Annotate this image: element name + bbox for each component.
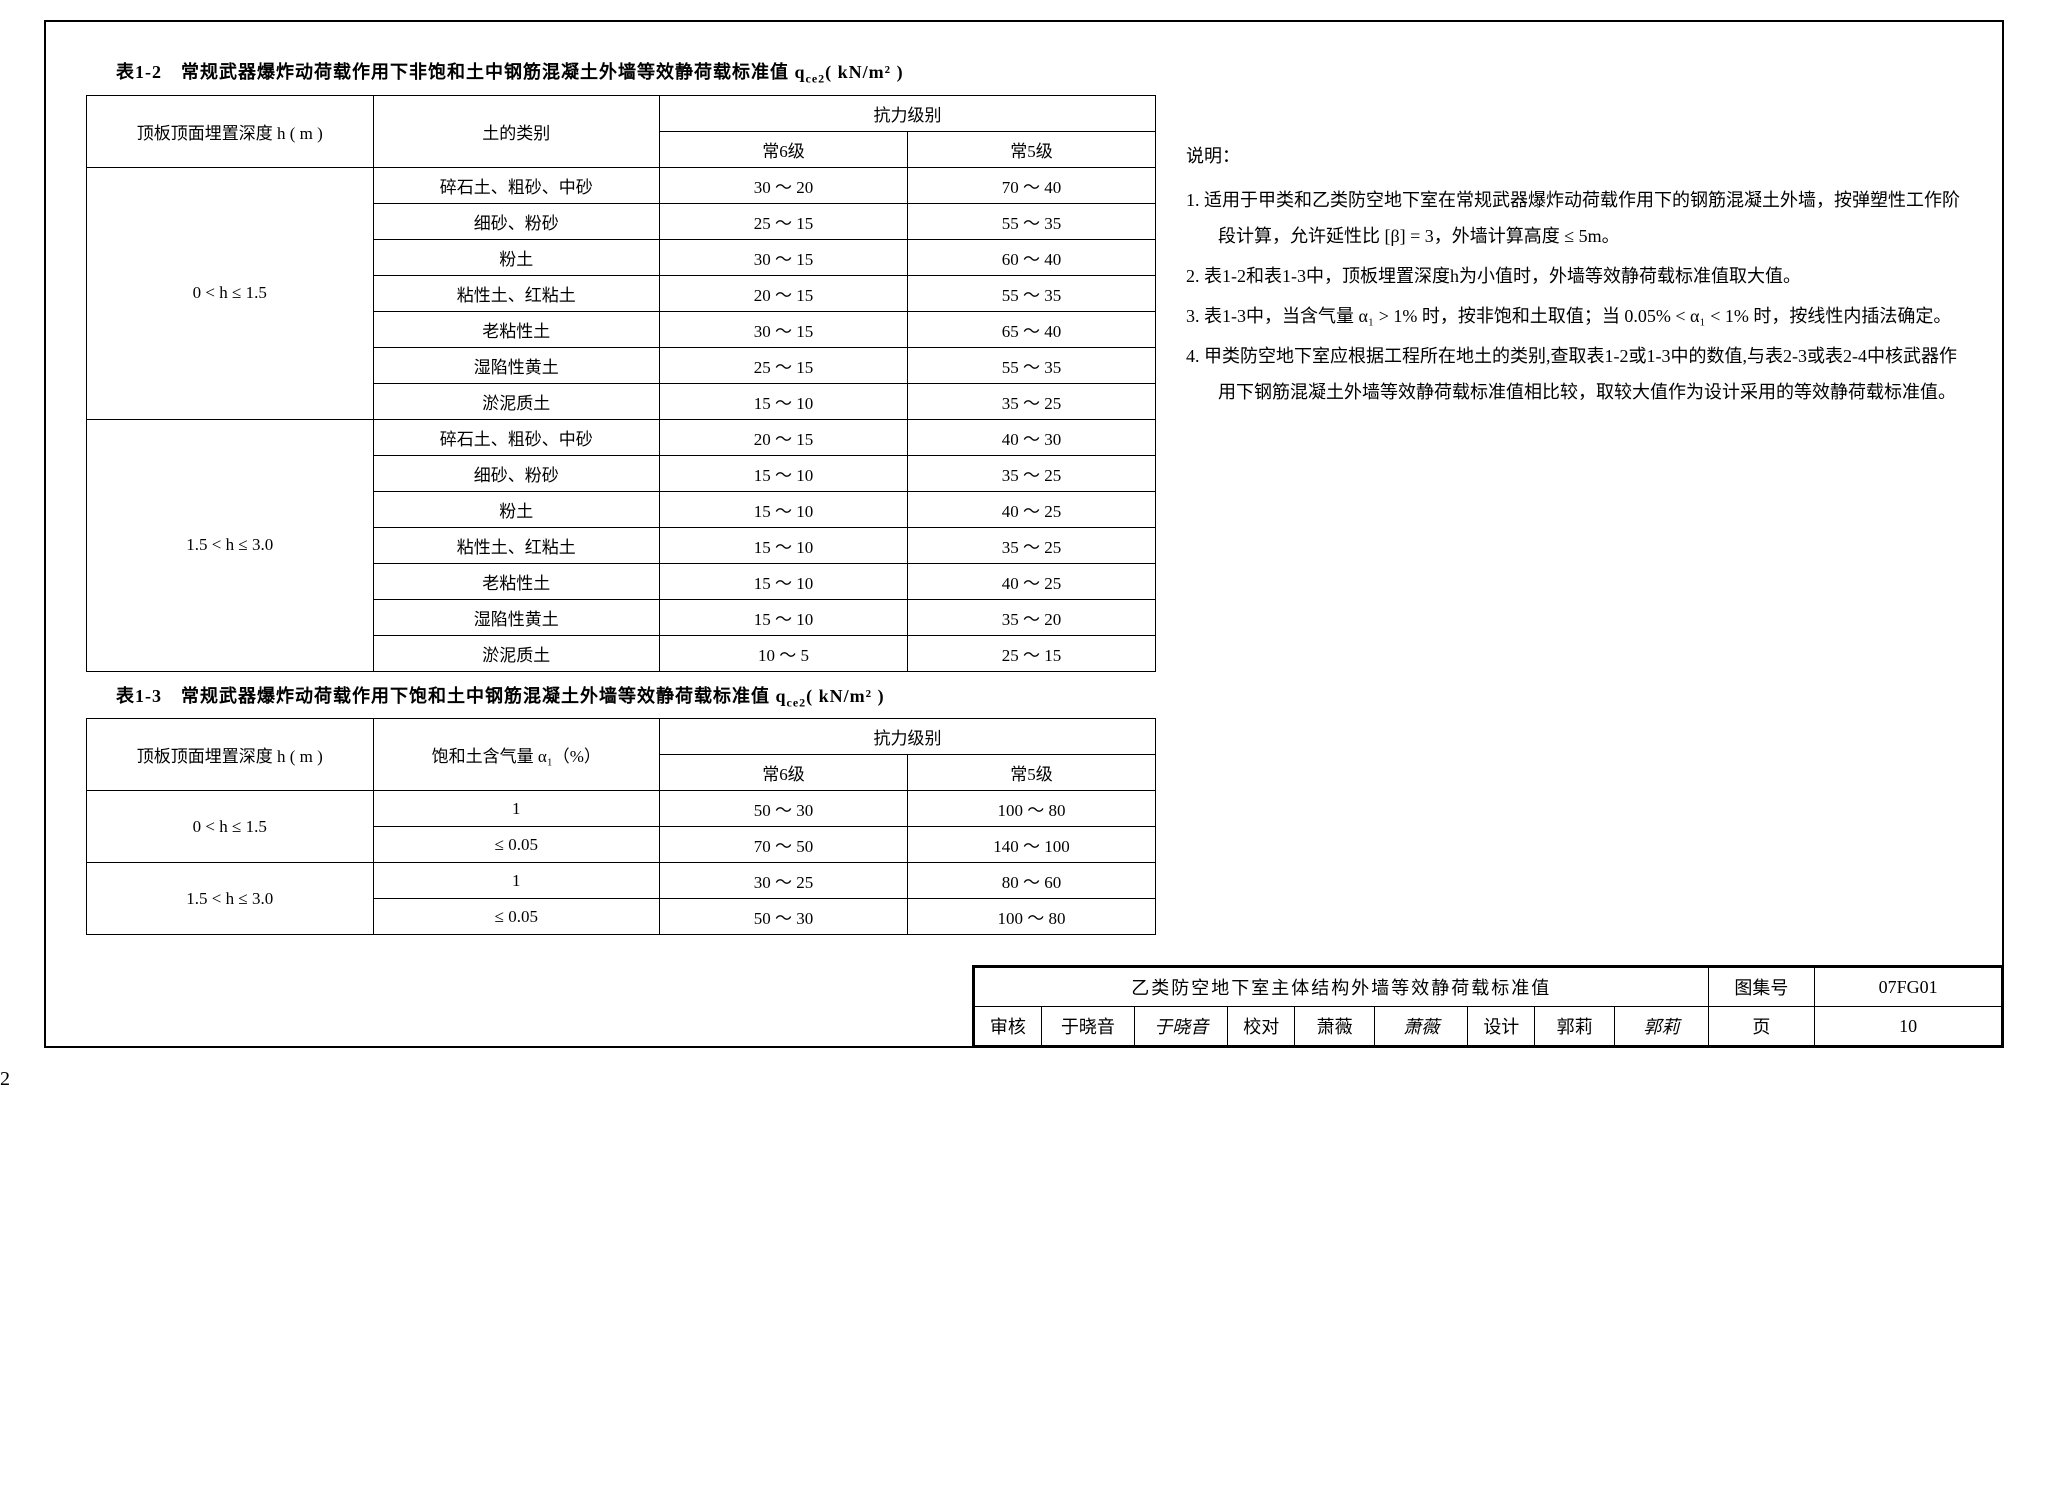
drawing-title: 乙类防空地下室主体结构外墙等效静荷载标准值 xyxy=(975,968,1709,1007)
content-area: 表1-2 常规武器爆炸动荷载作用下非饱和土中钢筋混凝土外墙等效静荷载标准值 qc… xyxy=(86,52,1962,945)
page-label: 页 xyxy=(1708,1007,1815,1046)
table-row: 1.5 < h ≤ 3.0 碎石土、粗砂、中砂 20 ～ 15 40 ～ 30 xyxy=(87,419,1156,455)
table-row: 0 < h ≤ 1.5 碎石土、粗砂、中砂 30 ～ 20 70 ～ 40 xyxy=(87,167,1156,203)
table-1-2-title: 表1-2 常规武器爆炸动荷载作用下非饱和土中钢筋混凝土外墙等效静荷载标准值 qc… xyxy=(116,58,1156,87)
set-label: 图集号 xyxy=(1708,968,1815,1007)
note-item: 2. 表1-2和表1-3中，顶板埋置深度h为小值时，外墙等效静荷载标准值取大值。 xyxy=(1186,258,1962,294)
note-item: 3. 表1-3中，当含气量 α₁ > 1% 时，按非饱和土取值；当 0.05% … xyxy=(1186,298,1962,334)
check-label: 校对 xyxy=(1228,1007,1295,1046)
note-item: 1. 适用于甲类和乙类防空地下室在常规武器爆炸动荷载作用下的钢筋混凝土外墙，按弹… xyxy=(1186,182,1962,254)
th-g5: 常5级 xyxy=(908,131,1156,167)
table-row: 0 < h ≤ 1.5 1 50 ～ 30 100 ～ 80 xyxy=(87,791,1156,827)
review-signature: 于晓音 xyxy=(1135,1007,1228,1046)
review-label: 审核 xyxy=(975,1007,1042,1046)
notes-label: 说明： xyxy=(1186,142,1962,168)
page-frame: 表1-2 常规武器爆炸动荷载作用下非饱和土中钢筋混凝土外墙等效静荷载标准值 qc… xyxy=(44,20,2004,1048)
review-name: 于晓音 xyxy=(1041,1007,1134,1046)
check-signature: 萧薇 xyxy=(1375,1007,1468,1046)
table-1-3-title: 表1-3 常规武器爆炸动荷载作用下饱和土中钢筋混凝土外墙等效静荷载标准值 qce… xyxy=(116,682,1156,711)
design-name: 郭莉 xyxy=(1535,1007,1615,1046)
notes-column: 说明： 1. 适用于甲类和乙类防空地下室在常规武器爆炸动荷载作用下的钢筋混凝土外… xyxy=(1186,52,1962,945)
set-value: 07FG01 xyxy=(1815,968,2002,1007)
outer-page-number: 12 xyxy=(0,1068,2028,1091)
page-value: 10 xyxy=(1815,1007,2002,1046)
notes-list: 1. 适用于甲类和乙类防空地下室在常规武器爆炸动荷载作用下的钢筋混凝土外墙，按弹… xyxy=(1186,182,1962,410)
title-block: 乙类防空地下室主体结构外墙等效静荷载标准值 图集号 07FG01 审核 于晓音 … xyxy=(972,965,2002,1046)
th-air: 饱和土含气量 α₁（%） xyxy=(373,719,660,791)
th-g6: 常6级 xyxy=(660,755,908,791)
note-item: 4. 甲类防空地下室应根据工程所在地土的类别,查取表1-2或1-3中的数值,与表… xyxy=(1186,338,1962,410)
th-resist: 抗力级别 xyxy=(660,719,1156,755)
tables-column: 表1-2 常规武器爆炸动荷载作用下非饱和土中钢筋混凝土外墙等效静荷载标准值 qc… xyxy=(86,52,1156,945)
table-1-3: 顶板顶面埋置深度 h ( m ) 饱和土含气量 α₁（%） 抗力级别 常6级 常… xyxy=(86,718,1156,935)
th-depth: 顶板顶面埋置深度 h ( m ) xyxy=(87,95,374,167)
table-1-2: 顶板顶面埋置深度 h ( m ) 土的类别 抗力级别 常6级 常5级 0 < h… xyxy=(86,95,1156,672)
th-depth: 顶板顶面埋置深度 h ( m ) xyxy=(87,719,374,791)
design-signature: 郭莉 xyxy=(1615,1007,1708,1046)
th-g6: 常6级 xyxy=(660,131,908,167)
th-g5: 常5级 xyxy=(908,755,1156,791)
th-resist: 抗力级别 xyxy=(660,95,1156,131)
design-label: 设计 xyxy=(1468,1007,1535,1046)
check-name: 萧薇 xyxy=(1295,1007,1375,1046)
th-soil: 土的类别 xyxy=(373,95,660,167)
table-row: 1.5 < h ≤ 3.0 1 30 ～ 25 80 ～ 60 xyxy=(87,863,1156,899)
